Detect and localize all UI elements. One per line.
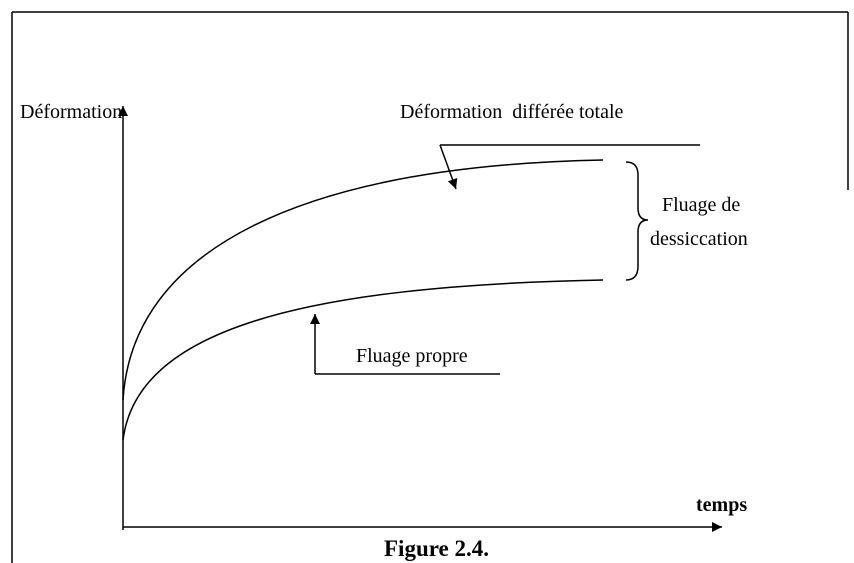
y-axis-label: Déformation	[20, 101, 122, 123]
brace	[625, 161, 649, 281]
drying-label: Fluage de	[662, 194, 740, 216]
basic-curve	[122, 279, 604, 441]
caption: Figure 2.4.	[384, 536, 489, 561]
x-axis-label: temps	[696, 494, 747, 516]
drying-label: dessiccation	[650, 228, 748, 250]
basic-label: Fluage propre	[356, 345, 468, 367]
total-curve	[122, 159, 604, 401]
total-label: Déformation différée totale	[400, 101, 624, 123]
leader-arrow	[439, 144, 458, 190]
